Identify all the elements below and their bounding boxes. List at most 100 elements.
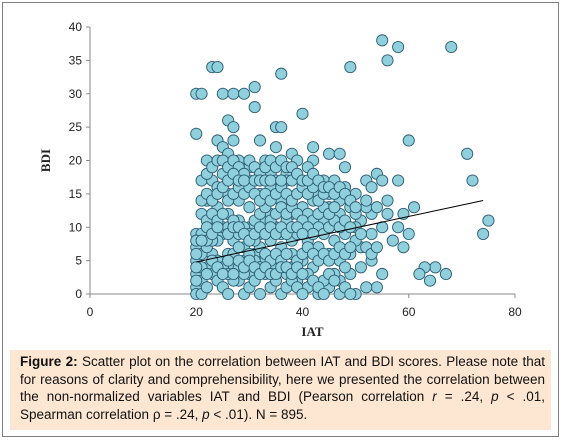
data-point [307, 141, 320, 154]
data-point [211, 221, 224, 234]
y-tick-label: 30 [69, 87, 83, 101]
trendline [196, 200, 484, 263]
data-point [275, 121, 288, 134]
data-point [200, 267, 213, 281]
data-point [243, 201, 256, 214]
data-point [200, 281, 213, 294]
figure-caption: Figure 2: Scatter plot on the correlatio… [10, 350, 551, 430]
data-point [216, 207, 229, 220]
data-point [190, 247, 203, 260]
y-tick-label: 35 [69, 53, 83, 67]
data-point [408, 201, 421, 214]
data-point [376, 34, 389, 47]
data-point [227, 134, 240, 147]
data-point [296, 267, 309, 281]
data-point [423, 274, 437, 287]
data-point [477, 227, 490, 240]
data-point [338, 161, 352, 174]
data-point [370, 281, 383, 294]
data-point [227, 87, 240, 100]
data-point [216, 87, 229, 100]
data-point [360, 194, 373, 207]
data-point [386, 234, 399, 247]
y-tick-label: 25 [69, 120, 83, 134]
data-point [328, 201, 341, 214]
data-point [360, 281, 373, 294]
data-point [195, 234, 208, 247]
data-point [376, 174, 389, 187]
data-point [482, 214, 495, 227]
data-point [466, 174, 479, 187]
x-tick-label: 0 [87, 305, 94, 319]
data-point [365, 227, 378, 240]
caption-p-symbol-1: p [491, 389, 499, 404]
data-point [344, 61, 357, 74]
data-point [227, 267, 240, 281]
trendline-group [196, 200, 484, 263]
data-point [365, 181, 378, 194]
caption-figure-label: Figure 2: [20, 354, 78, 369]
data-point [439, 267, 452, 281]
y-tick-label: 5 [75, 254, 82, 268]
data-point [370, 241, 383, 254]
scatter-chart: 0 5 10 15 20 25 30 35 40 0 20 40 60 80 IAT BDI [38, 20, 522, 339]
x-tick-label: 20 [190, 305, 204, 319]
caption-text-2: = .24, [436, 389, 492, 404]
data-point [253, 134, 267, 147]
x-tick-label: 60 [402, 305, 416, 319]
data-point [264, 174, 277, 187]
data-point [296, 287, 309, 301]
data-point [222, 254, 235, 267]
x-axis-title: IAT [301, 324, 323, 339]
data-point [275, 67, 288, 80]
data-point [370, 201, 383, 214]
x-tick-label: 80 [508, 305, 522, 319]
y-axis-title: BDI [38, 149, 53, 172]
data-point [275, 174, 288, 187]
data-point [344, 287, 357, 301]
data-point [238, 174, 251, 187]
caption-p-symbol-2: p [202, 406, 210, 422]
data-point [392, 174, 405, 187]
data-point [328, 274, 341, 287]
y-tick-label: 40 [69, 20, 83, 34]
data-point [195, 87, 208, 100]
data-point [269, 141, 282, 154]
data-point [216, 267, 229, 281]
data-point [238, 87, 251, 100]
caption-text-4: < .01). N = 895. [209, 406, 308, 422]
data-point [402, 134, 415, 147]
x-axis-ticks: 0 20 40 60 80 [87, 294, 522, 319]
data-point [211, 61, 224, 74]
data-point [376, 267, 389, 281]
caption-text-3: < .01, Spearman correlation ρ = .24, [20, 389, 546, 422]
data-point [344, 221, 357, 234]
data-point [333, 147, 346, 160]
data-point [461, 147, 474, 160]
data-point [381, 207, 394, 220]
data-point [280, 247, 293, 260]
data-point [429, 261, 442, 274]
caption-r-symbol: r [432, 389, 437, 404]
y-tick-label: 15 [69, 187, 83, 201]
data-point [381, 54, 394, 67]
data-point [323, 147, 336, 160]
data-point [222, 287, 235, 301]
y-tick-label: 0 [75, 287, 82, 301]
data-point [402, 227, 415, 240]
data-point [413, 267, 426, 281]
data-point [190, 274, 203, 287]
data-point [248, 101, 261, 114]
data-point [381, 194, 394, 207]
data-point [317, 287, 330, 301]
data-points [190, 34, 495, 301]
data-point [190, 127, 203, 140]
y-tick-label: 20 [69, 154, 83, 168]
data-point [232, 241, 245, 254]
data-point [338, 261, 352, 274]
data-point [349, 201, 362, 214]
data-point [344, 241, 357, 254]
data-point [253, 287, 267, 301]
y-tick-label: 10 [69, 220, 83, 234]
data-point [397, 241, 410, 254]
